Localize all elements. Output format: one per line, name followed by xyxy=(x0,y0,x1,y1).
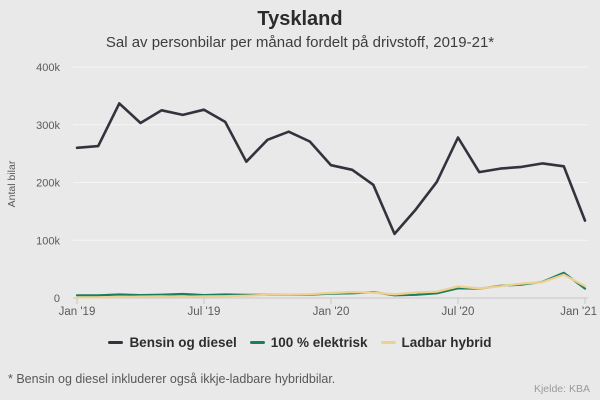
legend-swatch-icon xyxy=(108,340,124,344)
x-tick-label: Jul '19 xyxy=(188,306,221,318)
legend-swatch-icon xyxy=(380,340,396,344)
y-tick-label: 200k xyxy=(36,178,60,190)
y-tick-label: 400k xyxy=(36,62,60,74)
x-tick-label: Jan '20 xyxy=(313,306,350,318)
legend-label: 100 % elektrisk xyxy=(270,334,368,350)
chart-footnote: * Bensin og diesel inkluderer også ikkje… xyxy=(8,372,336,386)
legend-item-ladbar-hybrid: Ladbar hybrid xyxy=(380,334,492,350)
legend-item-elektrisk: 100 % elektrisk xyxy=(249,334,368,350)
series-line-bensin-og-diesel xyxy=(75,102,587,236)
x-tick-label: Jan '19 xyxy=(59,306,96,318)
legend-label: Bensin og diesel xyxy=(129,334,237,350)
y-axis-title: Antal bilar xyxy=(6,160,18,207)
legend-label: Ladbar hybrid xyxy=(401,334,492,350)
y-tick-label: 300k xyxy=(36,120,60,132)
y-tick-label: 100k xyxy=(36,235,60,247)
y-tick-label: 0 xyxy=(54,293,60,305)
series-line-ladbar-hybrid xyxy=(75,273,587,299)
chart-subtitle: Sal av personbilar per månad fordelt på … xyxy=(105,34,495,51)
legend-item-bensin-og-diesel: Bensin og diesel xyxy=(108,334,237,350)
chart-header: Tyskland Sal av personbilar per månad fo… xyxy=(0,0,600,53)
line-chart: 0 100k 200k 300k 400k Jan '19 Jul '19 Jan '20 Ju… xyxy=(6,62,597,318)
x-tick-label: Jul '20 xyxy=(442,306,475,318)
chart-legend: Bensin og diesel 100 % elektrisk Ladbar … xyxy=(0,333,600,351)
x-tick-label: Jan '21 xyxy=(560,306,597,318)
chart-title: Tyskland xyxy=(257,8,343,30)
chart-source: Kjelde: KBA xyxy=(533,383,590,395)
legend-swatch-icon xyxy=(249,340,265,344)
